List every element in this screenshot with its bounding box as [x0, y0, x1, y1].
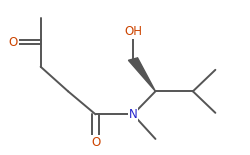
Text: O: O	[8, 36, 18, 49]
Text: N: N	[128, 108, 137, 121]
Polygon shape	[128, 58, 155, 91]
Text: OH: OH	[124, 25, 142, 38]
Text: O: O	[90, 135, 100, 148]
